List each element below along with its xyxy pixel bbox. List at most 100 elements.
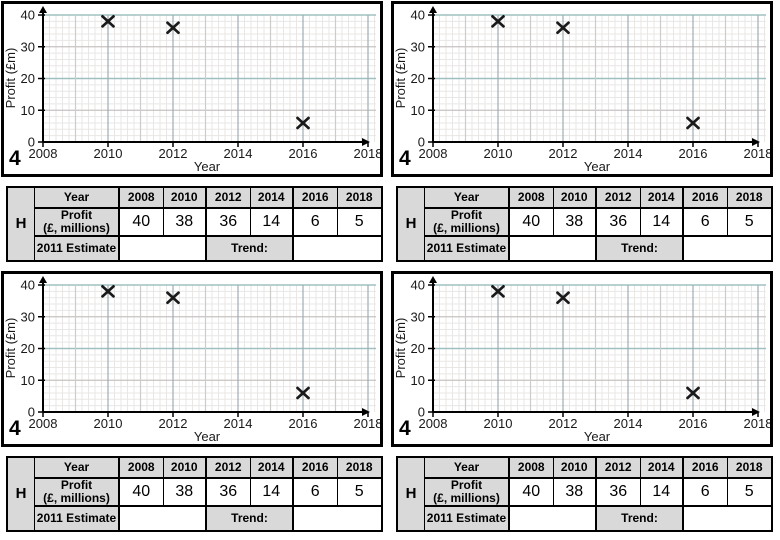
table-corner-label: H [398,458,425,530]
svg-text:2014: 2014 [224,146,253,161]
estimate-answer-cell [510,507,597,530]
year-value-cell: 2018 [727,458,771,479]
svg-text:2014: 2014 [614,416,643,431]
profit-label-line2: (£, millions) [43,221,110,235]
estimate-label-cell: 2011 Estimate [35,507,120,530]
svg-text:2008: 2008 [419,416,448,431]
x-axis-arrow [752,138,760,146]
year-value-cell: 2012 [597,458,641,479]
svg-text:40: 40 [21,278,35,293]
year-value-cell: 2018 [727,188,771,209]
year-value-cell: 2008 [120,458,164,479]
svg-text:30: 30 [21,39,35,54]
profit-value-cell: 5 [727,209,771,237]
svg-text:2008: 2008 [419,146,448,161]
data-point-x-marker [166,21,180,35]
x-axis-title: Year [194,429,221,444]
svg-text:30: 30 [21,309,35,324]
year-value-cell: 2012 [207,458,251,479]
data-point-x-marker [101,285,115,298]
table-corner-label: H [8,188,35,260]
profit-value-cell: 36 [207,479,251,507]
svg-text:10: 10 [411,373,425,388]
profit-value-cell: 5 [337,209,381,237]
profit-label-cell: Profit (£, millions) [425,207,510,237]
data-table: H Year 2008 2010 2012 2014 2016 2018 Pro… [6,456,383,532]
profit-value-cell: 36 [597,209,641,237]
question-number: 4 [9,417,21,440]
year-value-cell: 2010 [163,188,207,209]
profit-value-cell: 5 [727,479,771,507]
profit-value-cell: 40 [510,209,554,237]
worksheet-panel: 0 10 20 30 40 2008 2010 2012 2014 2016 2018 Year Pro… [0,0,390,270]
y-axis-title: Profit (£m) [4,48,18,109]
year-value-cell: 2010 [553,458,597,479]
data-point-x-marker [556,21,570,35]
data-point-x-marker [166,291,180,305]
svg-text:10: 10 [411,103,425,118]
year-value-cell: 2016 [294,458,338,479]
svg-text:2010: 2010 [94,416,123,431]
table-corner-label: H [8,458,35,530]
svg-text:2014: 2014 [224,416,253,431]
y-axis-arrow [429,276,437,283]
year-value-cell: 2010 [163,458,207,479]
year-value-cell: 2014 [640,188,684,209]
profit-value-cell: 40 [120,479,164,507]
profit-label-line1: Profit [450,207,483,222]
year-value-cell: 2018 [337,458,381,479]
svg-text:20: 20 [21,341,35,356]
trend-label-cell: Trend: [207,507,294,530]
scatter-chart: 0 10 20 30 40 2008 2010 2012 2014 2016 2018 Year Pro… [1,271,383,447]
question-number: 4 [399,417,411,440]
svg-text:20: 20 [411,71,425,86]
profit-label-line1: Profit [60,477,93,492]
svg-text:2018: 2018 [354,416,380,431]
x-axis-arrow [362,138,370,146]
table-corner-label: H [398,188,425,260]
trend-answer-cell [294,237,381,260]
data-point-x-marker [101,15,115,28]
profit-value-cell: 38 [163,209,207,237]
profit-value-cell: 38 [553,209,597,237]
estimate-label-cell: 2011 Estimate [35,237,120,260]
profit-value-cell: 36 [207,209,251,237]
scatter-chart: 0 10 20 30 40 2008 2010 2012 2014 2016 2018 Year Pro… [391,1,773,177]
data-point-x-marker [686,116,700,130]
profit-value-cell: 40 [120,209,164,237]
data-point-x-marker [491,15,505,28]
data-point-x-marker [556,291,570,305]
trend-label-cell: Trend: [597,237,684,260]
worksheet-panel: 0 10 20 30 40 2008 2010 2012 2014 2016 2018 Year Pro… [390,270,780,540]
y-axis-arrow [429,6,437,13]
svg-text:2012: 2012 [549,416,578,431]
year-header-cell: Year [35,458,120,479]
svg-text:2018: 2018 [744,146,770,161]
year-header-cell: Year [35,188,120,209]
trend-answer-cell [684,237,771,260]
trend-label-cell: Trend: [207,237,294,260]
profit-value-cell: 14 [640,479,684,507]
trend-label-cell: Trend: [597,507,684,530]
year-value-cell: 2016 [684,458,728,479]
data-table: H Year 2008 2010 2012 2014 2016 2018 Pro… [6,186,383,262]
svg-text:10: 10 [21,373,35,388]
trend-answer-cell [684,507,771,530]
svg-text:2010: 2010 [484,416,513,431]
profit-value-cell: 14 [640,209,684,237]
profit-label-line1: Profit [60,207,93,222]
year-value-cell: 2008 [510,458,554,479]
profit-value-cell: 38 [553,479,597,507]
x-axis-title: Year [194,159,221,174]
profit-label-cell: Profit (£, millions) [35,477,120,507]
data-point-x-marker [491,285,505,298]
svg-text:2014: 2014 [614,146,643,161]
profit-value-cell: 6 [684,479,728,507]
year-header-cell: Year [425,458,510,479]
svg-text:0: 0 [28,135,35,150]
data-point-x-marker [296,116,310,130]
chart-canvas: 0 10 20 30 40 2008 2010 2012 2014 2016 2018 Year Pro… [4,276,380,444]
svg-text:2010: 2010 [484,146,513,161]
profit-label-line1: Profit [450,477,483,492]
